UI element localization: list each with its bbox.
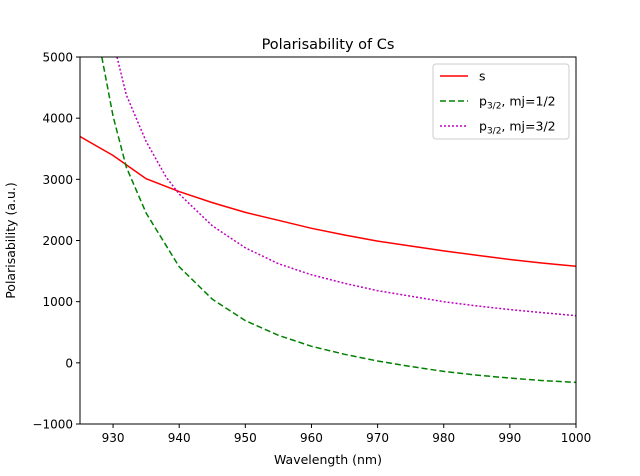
y-axis-label: Polarisability (a.u.)	[3, 182, 18, 299]
series-line-0	[80, 135, 576, 267]
series-line-2	[116, 57, 576, 317]
x-axis-ticks: 930 940 950 960 970 980 990 1000	[102, 424, 592, 445]
legend-box	[432, 63, 570, 140]
y-tick-label: −1000	[32, 418, 73, 432]
y-tick-label: 4000	[42, 112, 73, 126]
x-tick-label: 950	[234, 431, 257, 445]
x-tick-label: 970	[366, 431, 389, 445]
legend-label-0: s	[479, 69, 486, 84]
x-tick-label: 1000	[561, 431, 592, 445]
axes-frame	[79, 56, 577, 425]
x-tick-label: 990	[498, 431, 521, 445]
y-tick-label: 3000	[42, 173, 73, 187]
y-tick-label: 0	[65, 356, 73, 370]
x-tick-label: 930	[102, 431, 125, 445]
y-axis-ticks: −1000 0 1000 2000 3000 4000 5000	[32, 51, 80, 432]
x-axis-label: Wavelength (nm)	[274, 452, 382, 467]
legend-label-1: p3/2, mj=1/2	[479, 94, 556, 112]
x-tick-label: 980	[432, 431, 455, 445]
chart-title: Polarisability of Cs	[262, 37, 395, 53]
series-line-1	[101, 57, 576, 384]
x-tick-label: 960	[300, 431, 323, 445]
legend: s p3/2, mj=1/2 p3/2, mj=3/2	[432, 63, 570, 140]
plot-area	[80, 57, 576, 384]
x-tick-label: 940	[168, 431, 191, 445]
y-tick-label: 2000	[42, 234, 73, 248]
y-tick-label: 5000	[42, 51, 73, 65]
legend-label-2: p3/2, mj=3/2	[479, 119, 556, 137]
y-tick-label: 1000	[42, 295, 73, 309]
